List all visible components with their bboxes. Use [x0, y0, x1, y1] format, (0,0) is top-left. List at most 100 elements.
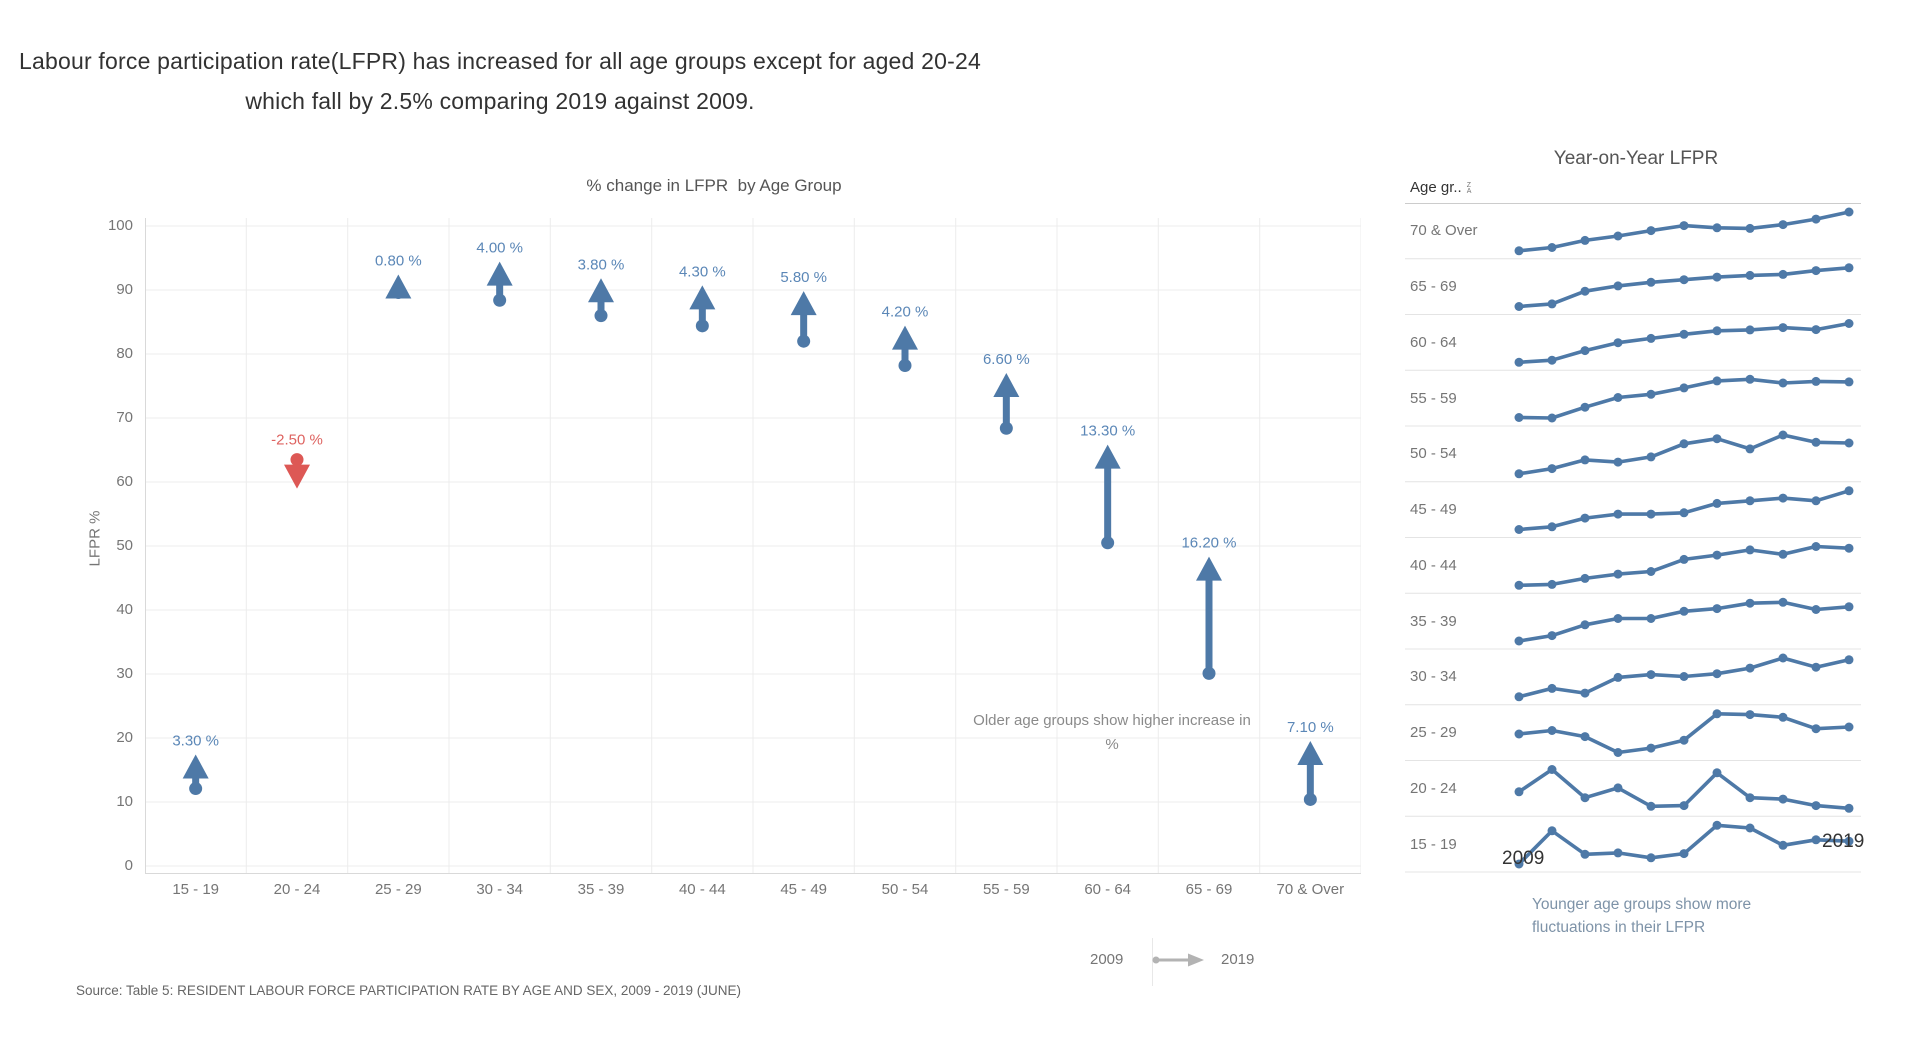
- change-chart-title: % change in LFPR by Age Group: [586, 176, 842, 195]
- data-point-dot: [1679, 275, 1689, 285]
- data-point-dot: [1811, 437, 1821, 447]
- change-value-label: 3.80 %: [578, 256, 625, 273]
- trend-line: [1518, 210, 1850, 253]
- data-point-dot: [1547, 413, 1557, 423]
- data-point-dot: [1613, 569, 1623, 579]
- data-point-dot: [1646, 801, 1656, 811]
- age-group-row-label: 60 - 64: [1410, 333, 1457, 351]
- data-point-dot: [1514, 729, 1524, 739]
- data-point-dot: [1514, 692, 1524, 702]
- data-point-dot: [1547, 579, 1557, 589]
- data-point-dot: [1712, 768, 1722, 778]
- data-point-dot: [1679, 735, 1689, 745]
- arrow-head: [689, 285, 716, 310]
- change-arrow-60-64[interactable]: 13.30 %: [1080, 423, 1135, 550]
- data-point-dot: [1547, 299, 1557, 309]
- data-point-dot: [1613, 748, 1623, 757]
- data-point-dot: [1679, 508, 1689, 518]
- legend-arrow-icon: [1152, 953, 1204, 967]
- change-chart-plot[interactable]: 3.30 % -2.50 % 0.80 % 4.00 % 3.80 % 4.30 % 5.8…: [145, 218, 1361, 874]
- change-arrow-15-19[interactable]: 3.30 %: [172, 732, 219, 796]
- data-point-dot: [1844, 263, 1854, 273]
- change-arrow-30-34[interactable]: 4.00 %: [476, 240, 523, 307]
- sort-icon-bottom-letter: A: [1466, 187, 1472, 195]
- data-point-dot: [1712, 550, 1722, 560]
- change-arrow-20-24[interactable]: -2.50 %: [271, 432, 323, 489]
- age-group-row-label: 30 - 34: [1410, 668, 1457, 686]
- change-arrow-35-39[interactable]: 3.80 %: [578, 256, 625, 323]
- trend-line: [1518, 544, 1850, 588]
- lfpr-line-70&Over[interactable]: [1514, 207, 1854, 256]
- arrow-head: [385, 274, 412, 299]
- sort-descending-icon[interactable]: Z A: [1466, 182, 1472, 196]
- data-point-dot: [1646, 277, 1656, 287]
- age-group-row-label: 50 - 54: [1410, 445, 1457, 463]
- lfpr-line-35-39[interactable]: [1514, 597, 1854, 646]
- data-point-dot: [1547, 522, 1557, 532]
- data-point-dot: [1646, 614, 1656, 623]
- data-point-dot: [1844, 207, 1854, 217]
- data-point-dot: [1811, 376, 1821, 386]
- age-group-row-label: 45 - 49: [1410, 501, 1457, 519]
- data-point-dot: [1646, 226, 1656, 236]
- start-value-dot: [695, 319, 709, 333]
- y-axis-tick-label: 90: [116, 281, 133, 298]
- x-axis-category-label: 20 - 24: [273, 881, 321, 898]
- legend-from-label: 2009: [1090, 951, 1124, 968]
- lfpr-line-60-64[interactable]: [1514, 319, 1854, 367]
- data-point-dot: [1778, 840, 1788, 850]
- data-point-dot: [1547, 631, 1557, 641]
- data-point-dot: [1514, 580, 1524, 590]
- data-point-dot: [1745, 823, 1755, 833]
- x-axis-category-label: 65 - 69: [1185, 881, 1233, 898]
- data-point-dot: [1646, 333, 1656, 343]
- lfpr-line-20-24[interactable]: [1514, 765, 1854, 813]
- y-axis-tick-label: 100: [107, 217, 133, 234]
- y-axis-tick-label: 10: [116, 793, 133, 810]
- arrow-head: [1094, 444, 1121, 469]
- change-value-label: 4.20 %: [882, 304, 929, 321]
- younger-groups-caption-line2: fluctuations in their LFPR: [1532, 919, 1706, 936]
- lfpr-line-25-29[interactable]: [1514, 709, 1854, 757]
- data-point-dot: [1844, 722, 1854, 732]
- data-point-dot: [1613, 457, 1623, 467]
- change-arrow-55-59[interactable]: 6.60 %: [983, 351, 1030, 435]
- data-point-dot: [1679, 439, 1689, 449]
- data-point-dot: [1580, 793, 1590, 803]
- age-group-header-label: Age gr..: [1410, 179, 1462, 196]
- data-point-dot: [1811, 325, 1821, 335]
- data-point-dot: [1646, 853, 1656, 863]
- data-point-dot: [1613, 614, 1623, 623]
- y-axis-tick-label: 30: [116, 665, 133, 682]
- start-value-dot: [1303, 792, 1317, 806]
- data-point-dot: [1514, 469, 1524, 479]
- y-axis-tick-label: 20: [116, 729, 133, 746]
- data-point-dot: [1613, 848, 1623, 858]
- data-point-dot: [1844, 438, 1854, 448]
- lfpr-line-55-59[interactable]: [1514, 374, 1854, 423]
- lfpr-line-45-49[interactable]: [1514, 486, 1854, 534]
- lfpr-line-15-19[interactable]: [1514, 820, 1854, 869]
- arrow-head: [284, 464, 310, 489]
- lfpr-line-50-54[interactable]: [1514, 430, 1854, 479]
- change-arrow-70&Over[interactable]: 7.10 %: [1287, 719, 1334, 806]
- yoy-chart-plot[interactable]: [1405, 203, 1861, 873]
- change-arrow-45-49[interactable]: 5.80 %: [780, 269, 827, 348]
- change-arrow-65-69[interactable]: 16.20 %: [1181, 535, 1237, 680]
- change-arrow-50-54[interactable]: 4.20 %: [882, 304, 929, 373]
- lfpr-line-65-69[interactable]: [1514, 263, 1854, 311]
- x-axis-category-label: 15 - 19: [172, 881, 220, 898]
- data-point-dot: [1745, 663, 1755, 673]
- lfpr-line-30-34[interactable]: [1514, 653, 1854, 702]
- data-point-dot: [1580, 573, 1590, 583]
- data-point-dot: [1778, 493, 1788, 503]
- change-arrow-25-29[interactable]: 0.80 %: [375, 252, 422, 300]
- data-point-dot: [1745, 325, 1755, 335]
- lfpr-line-40-44[interactable]: [1514, 542, 1854, 590]
- change-arrow-40-44[interactable]: 4.30 %: [679, 263, 726, 333]
- data-point-dot: [1547, 464, 1557, 474]
- data-point-dot: [1613, 231, 1623, 241]
- data-point-dot: [1811, 266, 1821, 276]
- y-axis-tick-label: 50: [116, 537, 133, 554]
